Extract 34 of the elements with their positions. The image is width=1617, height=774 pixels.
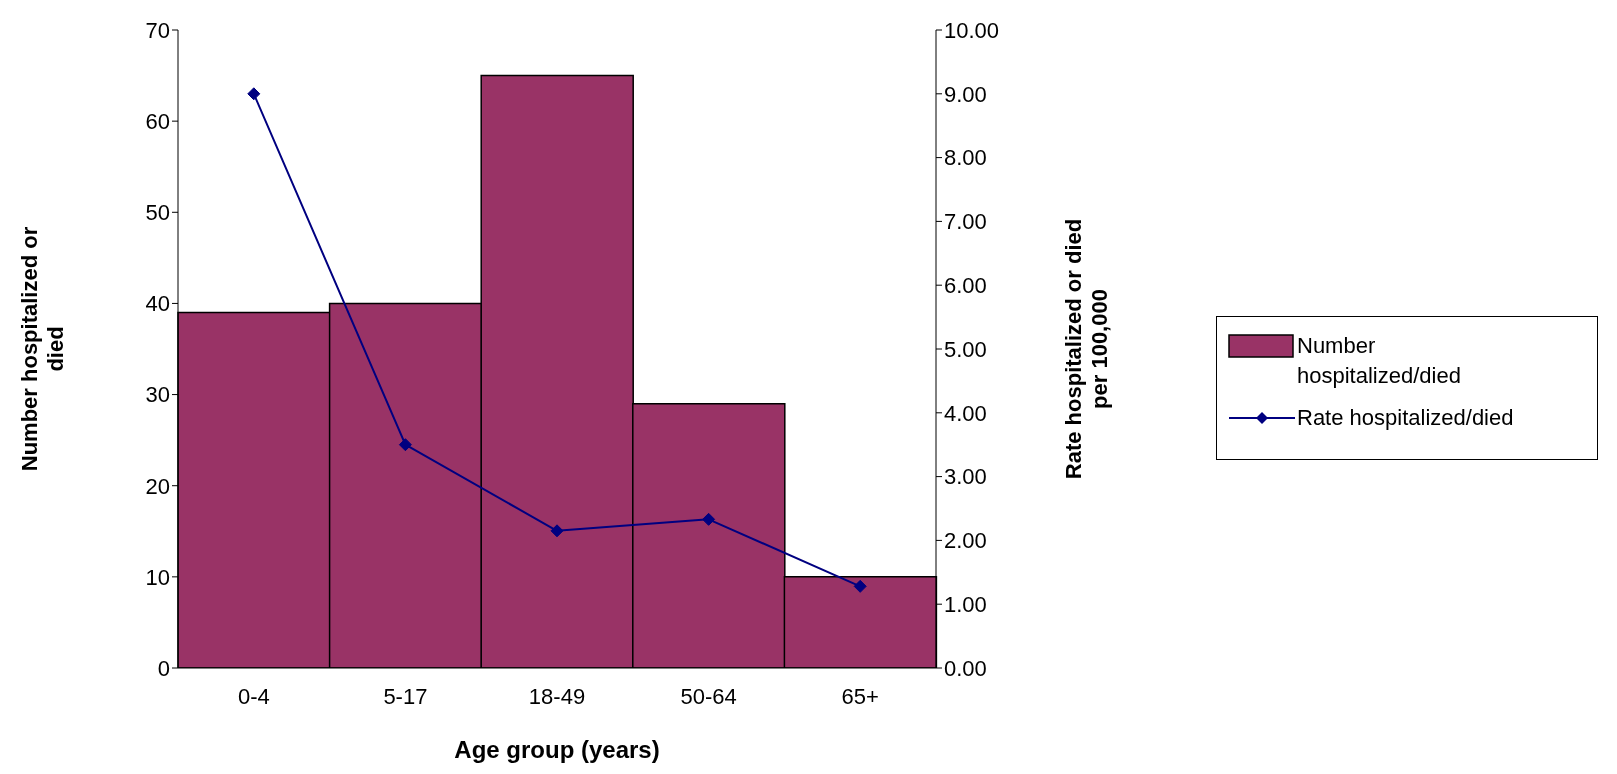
y-tick-label: 40 xyxy=(145,291,170,317)
x-tick-label: 18-49 xyxy=(528,683,586,709)
point xyxy=(398,438,412,452)
y-tick-label: 0 xyxy=(157,655,170,681)
point xyxy=(247,87,261,101)
y2-tick-label: 9.00 xyxy=(944,81,987,107)
x-axis-title: Age group (years) xyxy=(454,736,660,763)
y-tick-label: 30 xyxy=(145,382,170,408)
x-tick-label: 65+ xyxy=(841,683,879,709)
legend-label: Rate hospitalized/died xyxy=(1297,404,1515,432)
y2-tick-label: 4.00 xyxy=(944,400,987,426)
y-tick-label: 50 xyxy=(145,200,170,226)
x-tick-label: 50-64 xyxy=(680,683,737,709)
y2-axis-title: Rate hospitalized or died per 100,000 xyxy=(1061,218,1112,480)
point xyxy=(702,512,716,526)
y2-tick-label: 5.00 xyxy=(944,336,987,362)
point xyxy=(853,579,867,593)
y-tick-label: 20 xyxy=(145,473,170,499)
y2-tick-label: 7.00 xyxy=(944,209,987,235)
y2-tick-label: 8.00 xyxy=(944,145,987,171)
x-tick-label: 0-4 xyxy=(237,683,270,709)
legend-label: Number hospitalized/died xyxy=(1297,332,1462,390)
y-tick-label: 70 xyxy=(145,17,170,43)
y-axis-title: Number hospitalized or died xyxy=(17,226,68,472)
y2-tick-label: 6.00 xyxy=(944,273,987,299)
y2-tick-label: 10.00 xyxy=(944,17,1000,43)
y2-tick-label: 2.00 xyxy=(944,528,987,554)
y2-tick-label: 1.00 xyxy=(944,592,987,618)
x-tick-label: 5-17 xyxy=(383,683,428,709)
y-tick-label: 10 xyxy=(145,564,170,590)
y2-tick-label: 0.00 xyxy=(944,655,987,681)
y-tick-label: 60 xyxy=(145,108,170,134)
point xyxy=(550,524,564,538)
y2-tick-label: 3.00 xyxy=(944,464,987,490)
